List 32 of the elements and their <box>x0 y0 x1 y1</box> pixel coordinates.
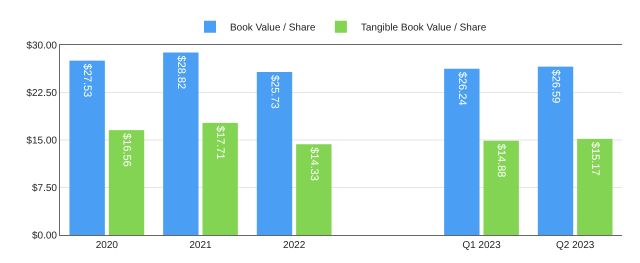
bar <box>444 68 480 235</box>
data-label: $26.59 <box>549 70 562 104</box>
data-label: $16.56 <box>120 133 133 167</box>
bar <box>202 122 238 235</box>
x-tick-label: 2022 <box>283 240 306 251</box>
y-tick-label: $7.50 <box>32 183 58 194</box>
y-tick-label: $30.00 <box>26 40 58 52</box>
x-tick-label: 2020 <box>96 240 118 251</box>
data-label: $15.17 <box>588 142 601 176</box>
data-label: $17.71 <box>214 126 226 160</box>
bar <box>256 72 292 235</box>
data-label: $27.53 <box>81 64 94 98</box>
bar <box>108 130 144 235</box>
legend-label: Tangible Book Value / Share <box>360 22 487 34</box>
bar <box>163 52 199 235</box>
legend-label: Book Value / Share <box>230 22 316 34</box>
data-label: $14.88 <box>495 144 508 178</box>
bar <box>296 144 332 235</box>
bar <box>69 60 105 235</box>
y-tick-label: $0.00 <box>32 230 58 242</box>
bar <box>483 140 519 235</box>
data-label: $14.33 <box>308 147 320 181</box>
y-tick-label: $22.50 <box>26 88 58 99</box>
x-tick-label: Q1 2023 <box>462 240 502 251</box>
y-tick-label: $15.00 <box>26 136 58 146</box>
data-label: $25.73 <box>268 75 280 109</box>
data-label: $28.82 <box>174 55 187 90</box>
bar <box>577 138 613 235</box>
x-tick-label: Q2 2023 <box>556 240 595 251</box>
bar <box>538 66 574 235</box>
x-tick-label: 2021 <box>189 240 212 251</box>
data-label: $26.24 <box>456 72 468 106</box>
